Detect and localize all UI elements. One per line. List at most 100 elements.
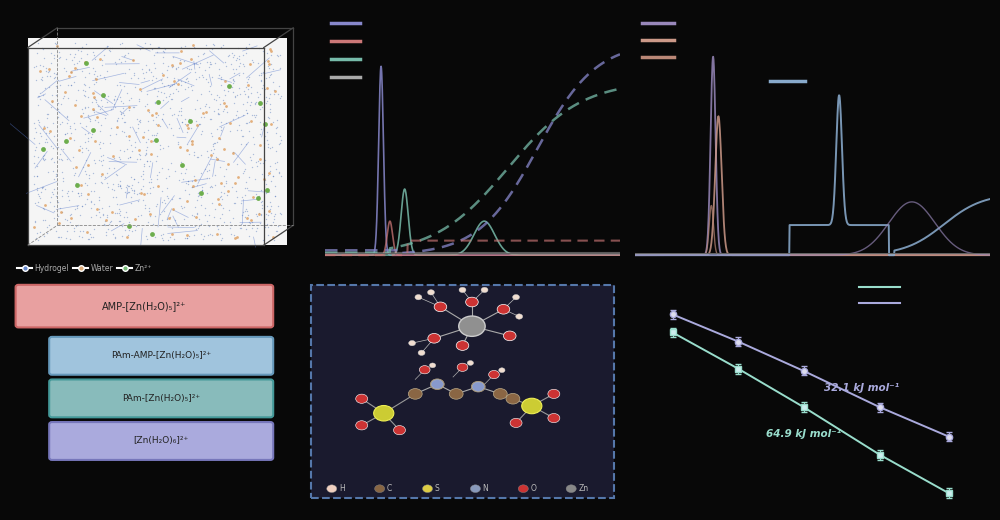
Point — [88, 96, 104, 104]
Point — [194, 186, 210, 194]
Point — [109, 81, 125, 89]
Point — [224, 49, 240, 57]
FancyBboxPatch shape — [49, 380, 273, 418]
Point — [237, 184, 253, 192]
Point — [226, 231, 242, 239]
Point — [179, 121, 195, 129]
Point — [185, 182, 201, 190]
Point — [46, 175, 62, 183]
Point — [133, 172, 149, 180]
Point — [246, 139, 262, 148]
Text: O: O — [531, 484, 536, 493]
Point — [157, 199, 173, 207]
Point — [78, 122, 94, 131]
Point — [203, 90, 219, 98]
Point — [190, 51, 206, 60]
Point — [172, 59, 188, 67]
Point — [168, 85, 184, 94]
Point — [82, 115, 98, 123]
Point — [224, 184, 240, 192]
Point — [262, 162, 278, 170]
Point — [82, 117, 98, 125]
Point — [38, 135, 54, 143]
Point — [212, 213, 228, 222]
Point — [247, 100, 263, 108]
Point — [235, 69, 251, 77]
Point — [263, 220, 279, 229]
Point — [238, 106, 254, 114]
Point — [196, 112, 212, 121]
Point — [46, 185, 62, 193]
Point — [111, 209, 127, 217]
Point — [166, 80, 182, 88]
Point — [66, 171, 82, 179]
Point — [146, 50, 162, 59]
Point — [206, 145, 222, 153]
Point — [159, 192, 175, 200]
Point — [115, 99, 131, 108]
Point — [170, 86, 186, 95]
Point — [235, 111, 251, 120]
Point — [206, 41, 222, 49]
Point — [28, 143, 44, 151]
Point — [96, 51, 112, 59]
Point — [41, 221, 57, 229]
Point — [83, 133, 99, 141]
Point — [109, 116, 125, 125]
Point — [128, 222, 144, 230]
Point — [184, 137, 200, 146]
Point — [188, 213, 204, 222]
Point — [243, 98, 259, 106]
Circle shape — [503, 331, 516, 341]
Point — [128, 128, 144, 136]
Point — [193, 201, 209, 209]
Point — [46, 202, 62, 211]
Point — [68, 163, 84, 172]
Point — [242, 218, 258, 227]
Point — [116, 213, 132, 222]
Point — [255, 81, 271, 89]
Point — [130, 178, 146, 186]
Point — [204, 73, 220, 82]
Point — [132, 85, 148, 93]
Point — [182, 116, 198, 125]
Point — [85, 106, 101, 114]
Point — [174, 118, 190, 126]
Point — [261, 94, 277, 102]
Point — [142, 184, 158, 192]
Point — [31, 192, 47, 201]
Point — [200, 152, 216, 161]
Point — [74, 105, 90, 113]
Point — [215, 95, 231, 103]
Point — [270, 89, 286, 98]
Point — [154, 187, 170, 195]
Point — [92, 70, 108, 79]
Point — [240, 92, 256, 100]
Point — [225, 74, 241, 83]
Point — [127, 137, 143, 146]
Point — [181, 150, 197, 158]
Point — [147, 212, 163, 220]
Point — [132, 154, 148, 163]
Point — [117, 44, 133, 52]
Point — [67, 63, 83, 72]
Point — [75, 86, 91, 94]
Point — [186, 43, 202, 51]
Point — [35, 145, 51, 153]
Point — [178, 165, 194, 173]
Point — [87, 95, 103, 103]
Point — [30, 38, 46, 47]
Point — [260, 61, 276, 70]
Point — [41, 129, 57, 137]
Point — [43, 48, 59, 57]
Point — [190, 191, 206, 200]
Point — [37, 201, 53, 210]
Point — [209, 222, 225, 230]
Point — [153, 75, 169, 84]
Point — [80, 137, 96, 145]
Point — [143, 68, 159, 76]
Point — [81, 69, 97, 77]
Point — [160, 165, 176, 173]
Point — [188, 74, 204, 83]
Point — [116, 118, 132, 126]
